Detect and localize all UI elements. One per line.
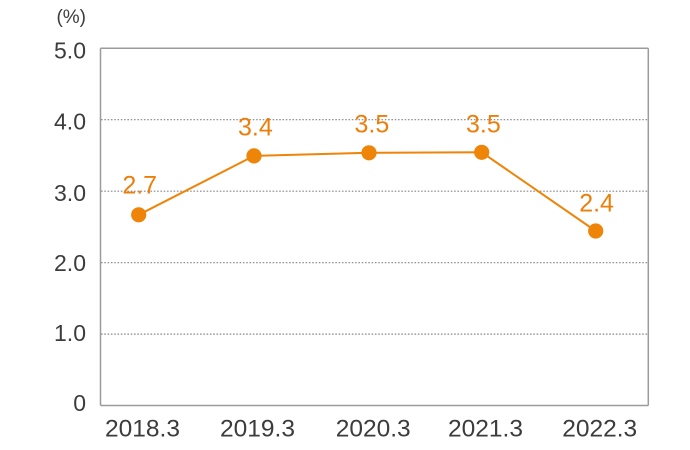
- svg-text:2020.3: 2020.3: [336, 416, 411, 443]
- svg-text:2.4: 2.4: [579, 189, 614, 217]
- svg-text:2022.3: 2022.3: [562, 416, 637, 443]
- svg-text:0: 0: [73, 390, 86, 416]
- svg-text:3.0: 3.0: [54, 180, 86, 206]
- svg-text:5.0: 5.0: [54, 37, 86, 63]
- svg-text:(%): (%): [56, 7, 86, 28]
- svg-text:2.7: 2.7: [122, 172, 157, 200]
- svg-text:2019.3: 2019.3: [220, 416, 295, 443]
- svg-text:3.5: 3.5: [466, 110, 501, 138]
- svg-text:2018.3: 2018.3: [105, 416, 180, 443]
- svg-text:1.0: 1.0: [54, 320, 86, 346]
- svg-text:2021.3: 2021.3: [448, 416, 523, 443]
- svg-text:3.5: 3.5: [355, 110, 390, 138]
- svg-text:3.4: 3.4: [238, 114, 273, 142]
- svg-text:4.0: 4.0: [54, 108, 86, 134]
- svg-text:2.0: 2.0: [54, 250, 86, 276]
